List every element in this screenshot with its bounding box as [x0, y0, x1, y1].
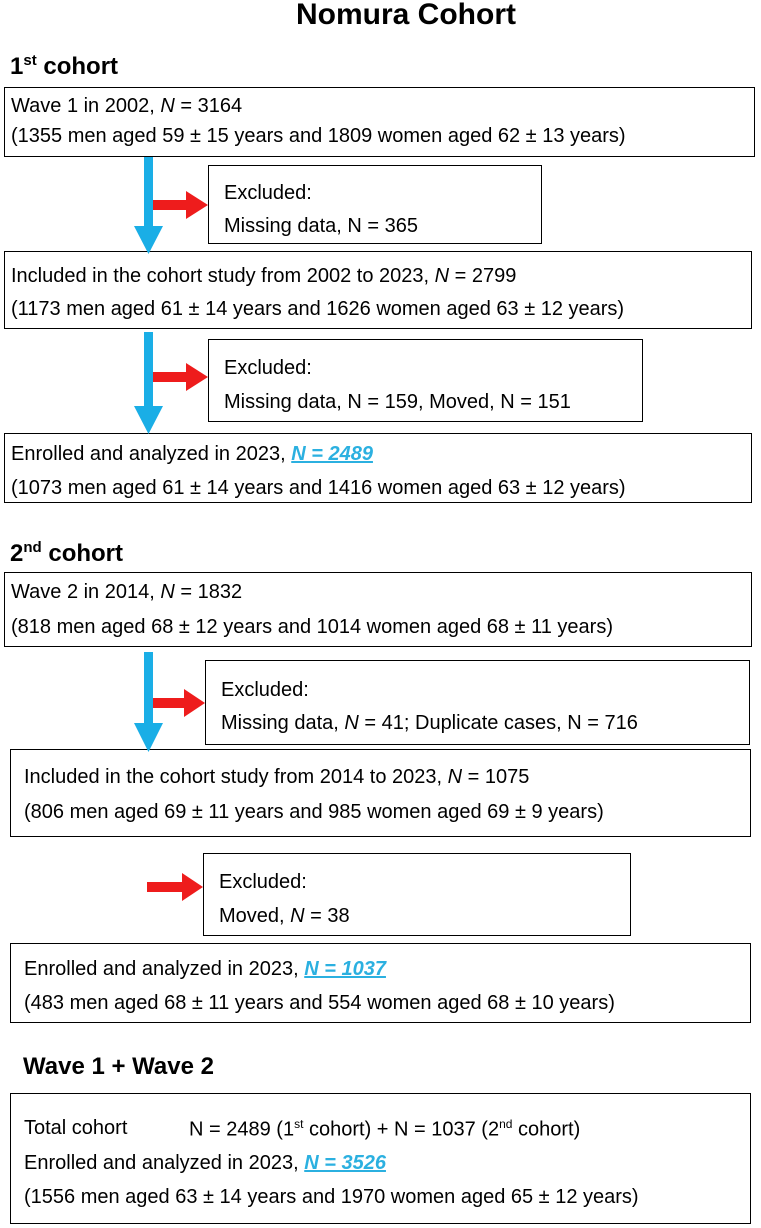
combined-total-label: Total cohort [24, 1117, 128, 1139]
cohort2-included-n: N [447, 766, 463, 788]
cohort2-enrolled-text: Enrolled and analyzed in 2023, [24, 958, 305, 980]
cohort1-heading-rest: cohort [36, 53, 119, 80]
cohort1-enrolled-text: Enrolled and analyzed in 2023, [11, 443, 292, 465]
combined-total-sup1: st [294, 1117, 304, 1131]
cohort2-enrolled-box: Enrolled and analyzed in 2023, N = 1037 … [10, 943, 751, 1023]
combined-enrolled-detail: (1556 men aged 63 ± 14 years and 1970 wo… [24, 1186, 639, 1208]
cohort2-exclusion1-label: Excluded: [221, 679, 309, 701]
combined-total-sup2: nd [499, 1117, 513, 1131]
combined-box: Total cohort N = 2489 (1st cohort) + N =… [10, 1093, 751, 1224]
cohort1-included-count: = 2799 [449, 265, 517, 287]
cohort2-included-text: Included in the cohort study from 2014 t… [24, 766, 448, 788]
cohort1-enrolled-box: Enrolled and analyzed in 2023, N = 2489 … [4, 433, 752, 503]
cohort2-wave-box: Wave 2 in 2014, N = 1832 (818 men aged 6… [4, 572, 752, 647]
cohort2-heading-rest: cohort [41, 540, 124, 567]
cohort2-wave-line1: Wave 2 in 2014, N = 1832 [11, 582, 242, 602]
cohort1-included-box: Included in the cohort study from 2002 t… [4, 251, 752, 329]
cohort1-wave-line2: (1355 men aged 59 ± 15 years and 1809 wo… [11, 125, 626, 147]
cohort2-wave-line2: (818 men aged 68 ± 12 years and 1014 wom… [11, 616, 613, 638]
cohort2-exclusion2-count: = 38 [304, 905, 350, 927]
cohort1-exclusion2-box: Excluded: Missing data, N = 159, Moved, … [208, 339, 643, 422]
combined-enrolled-line: Enrolled and analyzed in 2023, N = 3526 [24, 1153, 386, 1173]
cohort2-included-line2: (806 men aged 69 ± 11 years and 985 wome… [24, 801, 604, 823]
cohort1-exclusion2-detail: Missing data, N = 159, Moved, N = 151 [224, 391, 571, 413]
flow-arrow-down-3 [134, 652, 163, 752]
combined-total-part1: N = 2489 (1 [189, 1118, 295, 1141]
exclusion-arrow-4 [147, 873, 203, 901]
cohort2-exclusion1-n: N [344, 712, 359, 734]
cohort1-wave-line1: Wave 1 in 2002, N = 3164 [11, 96, 242, 116]
cohort2-exclusion2-box: Excluded: Moved, N = 38 [203, 853, 631, 936]
cohort1-wave-box: Wave 1 in 2002, N = 3164 (1355 men aged … [4, 87, 755, 157]
cohort2-exclusion2-n: N [290, 905, 305, 927]
cohort1-included-n: N [434, 265, 450, 287]
combined-enrolled-highlight: N = 3526 [304, 1152, 386, 1174]
cohort1-wave-count: = 3164 [174, 95, 243, 117]
cohort2-wave-count: = 1832 [174, 581, 243, 603]
cohort2-heading: 2nd cohort [10, 539, 123, 568]
cohort2-enrolled-line1: Enrolled and analyzed in 2023, N = 1037 [24, 959, 386, 979]
combined-heading: Wave 1 + Wave 2 [23, 1053, 214, 1080]
cohort1-exclusion1-box: Excluded: Missing data, N = 365 [208, 165, 542, 244]
cohort2-included-line1: Included in the cohort study from 2014 t… [24, 767, 529, 787]
cohort1-enrolled-line2: (1073 men aged 61 ± 14 years and 1416 wo… [11, 477, 626, 499]
cohort2-exclusion1-text: Missing data, [221, 712, 345, 734]
cohort1-included-line2: (1173 men aged 61 ± 14 years and 1626 wo… [11, 298, 625, 320]
cohort2-heading-number: 2 [10, 540, 24, 567]
cohort2-exclusion1-detail: Missing data, N = 41; Duplicate cases, N… [221, 713, 638, 733]
combined-enrolled-text: Enrolled and analyzed in 2023, [24, 1152, 305, 1174]
cohort2-exclusion2-label: Excluded: [219, 871, 307, 893]
cohort2-exclusion2-text: Moved, [219, 905, 291, 927]
page-title: Nomura Cohort [296, 0, 516, 31]
cohort1-exclusion1-detail: Missing data, N = 365 [224, 215, 418, 237]
cohort2-exclusion1-box: Excluded: Missing data, N = 41; Duplicat… [205, 660, 750, 745]
cohort1-heading: 1st cohort [10, 52, 118, 81]
cohort1-wave-text: Wave 1 in 2002, [11, 95, 161, 117]
combined-total-part2: cohort) + N = 1037 (2 [303, 1118, 500, 1141]
cohort1-exclusion2-label: Excluded: [224, 357, 312, 379]
exclusion-arrow-3 [153, 689, 205, 717]
cohort1-enrolled-line1: Enrolled and analyzed in 2023, N = 2489 [11, 444, 373, 464]
combined-total-formula: N = 2489 (1st cohort) + N = 1037 (2nd co… [189, 1118, 580, 1140]
flow-arrow-down-2 [134, 332, 163, 434]
cohort2-heading-sup: nd [23, 539, 42, 556]
cohort1-wave-n: N [160, 95, 175, 117]
cohort2-exclusion1-count: = 41; Duplicate cases, N = 716 [358, 712, 638, 734]
cohort1-exclusion1-label: Excluded: [224, 182, 312, 204]
flow-arrow-down-1 [134, 157, 163, 254]
cohort2-enrolled-line2: (483 men aged 68 ± 11 years and 554 wome… [24, 992, 615, 1014]
cohort1-included-text: Included in the cohort study from 2002 t… [11, 265, 435, 287]
cohort2-included-count: = 1075 [462, 766, 530, 788]
cohort2-included-box: Included in the cohort study from 2014 t… [10, 749, 751, 837]
cohort1-included-line1: Included in the cohort study from 2002 t… [11, 266, 516, 286]
cohort2-wave-text: Wave 2 in 2014, [11, 581, 161, 603]
cohort1-heading-sup: st [23, 52, 37, 69]
exclusion-arrow-1 [153, 191, 208, 219]
cohort2-enrolled-highlight: N = 1037 [304, 958, 386, 980]
exclusion-arrow-2 [153, 363, 208, 391]
combined-total-part3: cohort) [512, 1118, 581, 1141]
cohort1-heading-number: 1 [10, 53, 24, 80]
cohort2-wave-n: N [160, 581, 175, 603]
cohort2-exclusion2-detail: Moved, N = 38 [219, 906, 350, 926]
cohort1-enrolled-highlight: N = 2489 [291, 443, 373, 465]
